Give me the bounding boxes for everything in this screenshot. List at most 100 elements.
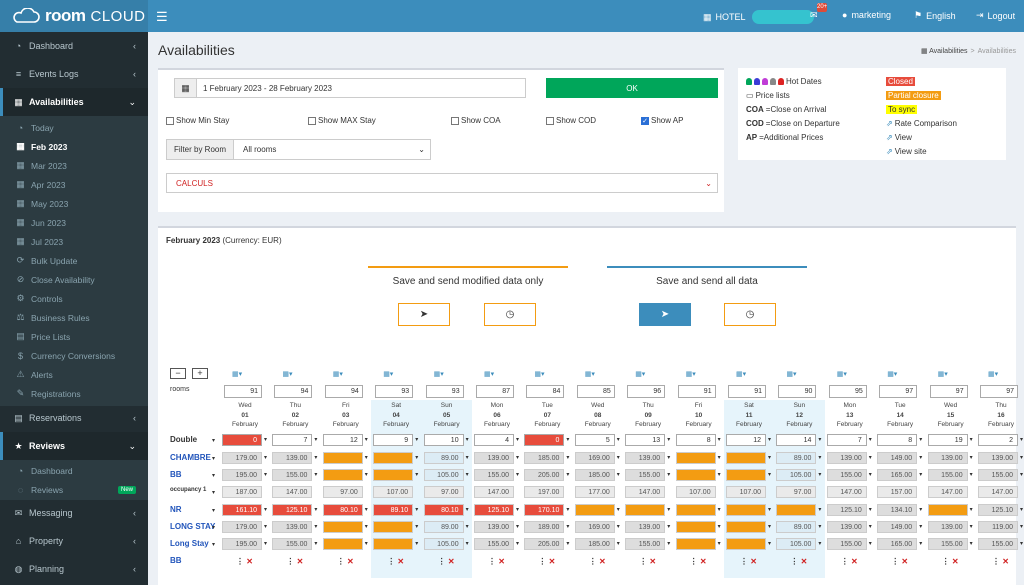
- caret-down-icon[interactable]: ▾: [667, 437, 671, 443]
- caret-down-icon[interactable]: ▾: [717, 437, 721, 443]
- price-cell[interactable]: 155.00: [826, 469, 867, 481]
- sidebar-toggle-icon[interactable]: ☰: [156, 9, 168, 24]
- caret-down-icon[interactable]: ▾: [566, 507, 570, 513]
- close-icon[interactable]: ✕: [344, 557, 354, 566]
- roomcloud-logo[interactable]: room CLOUD: [0, 0, 148, 32]
- caret-down-icon[interactable]: ▾: [516, 524, 520, 530]
- price-cell[interactable]: 189.00: [524, 521, 565, 533]
- price-cell[interactable]: 105.00: [776, 469, 817, 481]
- price-cell[interactable]: [675, 521, 716, 533]
- price-cell[interactable]: [322, 521, 363, 533]
- rooms-input[interactable]: 85: [576, 385, 615, 398]
- sidebar-sub-today[interactable]: ◔ Today: [0, 118, 148, 137]
- price-cell[interactable]: 169.00: [574, 452, 615, 464]
- calendar-icon[interactable]: ▦▾: [232, 371, 243, 378]
- rooms-input[interactable]: 97: [980, 385, 1018, 398]
- caret-down-icon[interactable]: ▾: [415, 541, 419, 547]
- logout-button[interactable]: ⇥ Logout: [976, 10, 1015, 21]
- caret-down-icon[interactable]: ▾: [415, 524, 419, 530]
- rate-dropdown-icon[interactable]: ▾: [212, 542, 216, 548]
- price-cell[interactable]: 139.00: [272, 521, 313, 533]
- breadcrumb-home[interactable]: Availabilities: [929, 48, 968, 55]
- caret-down-icon[interactable]: ▾: [364, 507, 368, 513]
- availability-cell[interactable]: 8: [675, 434, 716, 446]
- caret-down-icon[interactable]: ▾: [768, 541, 772, 547]
- view-link[interactable]: ⇗ View: [886, 133, 912, 142]
- calendar-icon[interactable]: ▦▾: [988, 371, 999, 378]
- price-cell[interactable]: [675, 469, 716, 481]
- price-cell[interactable]: [322, 469, 363, 481]
- price-cell[interactable]: 80.10: [423, 504, 464, 516]
- date-range-field[interactable]: ▦ 1 February 2023 - 28 February 2023: [174, 78, 526, 98]
- sidebar-sub-reviews[interactable]: ◌ Reviews New: [0, 480, 148, 499]
- price-cell[interactable]: 155.00: [474, 538, 514, 550]
- price-cell[interactable]: 155.00: [625, 469, 666, 481]
- more-icon[interactable]: ⋮: [689, 557, 698, 566]
- availability-cell[interactable]: 0: [222, 434, 262, 446]
- sidebar-sub-bulk-update[interactable]: ⟳ Bulk Update: [0, 251, 148, 270]
- rooms-input[interactable]: 90: [778, 385, 817, 398]
- caret-down-icon[interactable]: ▾: [1020, 472, 1024, 478]
- caret-down-icon[interactable]: ▾: [264, 507, 268, 513]
- price-cell[interactable]: 139.00: [625, 452, 666, 464]
- caret-down-icon[interactable]: ▾: [919, 507, 923, 513]
- caret-down-icon[interactable]: ▾: [264, 437, 268, 443]
- collapse-button[interactable]: −: [170, 368, 186, 379]
- price-cell[interactable]: 185.00: [574, 538, 615, 550]
- caret-down-icon[interactable]: ▾: [768, 507, 772, 513]
- caret-down-icon[interactable]: ▾: [768, 524, 772, 530]
- caret-down-icon[interactable]: ▾: [364, 437, 368, 443]
- sidebar-item-property[interactable]: ⌂ Property ‹: [0, 527, 148, 555]
- send-modified-button[interactable]: ➤: [398, 303, 450, 326]
- price-cell[interactable]: 107.00: [373, 486, 414, 498]
- close-icon[interactable]: ✕: [697, 557, 707, 566]
- more-icon[interactable]: ⋮: [488, 557, 496, 566]
- close-icon[interactable]: ✕: [647, 557, 657, 566]
- rooms-input[interactable]: 91: [224, 385, 262, 398]
- availability-cell[interactable]: 4: [474, 434, 514, 446]
- close-icon[interactable]: ✕: [899, 557, 909, 566]
- close-icon[interactable]: ✕: [748, 557, 757, 566]
- price-cell[interactable]: 205.00: [524, 469, 565, 481]
- room-dropdown-icon[interactable]: ▾: [212, 438, 216, 444]
- sidebar-sub-mar-2023[interactable]: ▦ Mar 2023: [0, 156, 148, 175]
- rooms-input[interactable]: 93: [375, 385, 414, 398]
- language-menu[interactable]: ⚑ English: [914, 10, 956, 21]
- price-cell[interactable]: [726, 504, 766, 516]
- price-cell[interactable]: [726, 452, 766, 464]
- availability-cell[interactable]: 2: [978, 434, 1018, 446]
- checkbox-box[interactable]: [308, 116, 316, 125]
- close-icon[interactable]: ✕: [445, 557, 455, 566]
- price-cell[interactable]: 97.00: [423, 486, 464, 498]
- price-cell[interactable]: 119.00: [978, 521, 1018, 533]
- sidebar-sub-price-lists[interactable]: ▤ Price Lists: [0, 327, 148, 346]
- rate-dropdown-icon[interactable]: ▾: [212, 473, 216, 479]
- calculs-select[interactable]: CALCULS ⌄: [166, 173, 718, 193]
- calendar-icon[interactable]: ▦▾: [635, 371, 646, 378]
- caret-down-icon[interactable]: ▾: [919, 524, 923, 530]
- price-cell[interactable]: 147.00: [826, 486, 867, 498]
- availability-cell[interactable]: 9: [373, 434, 414, 446]
- price-cell[interactable]: 139.00: [474, 452, 514, 464]
- rate-dropdown-icon[interactable]: ▾: [212, 490, 216, 496]
- checkbox-checked[interactable]: ✓: [641, 116, 649, 125]
- sidebar-sub-reviews-dashboard[interactable]: ◔ Dashboard: [0, 461, 148, 480]
- caret-down-icon[interactable]: ▾: [364, 541, 368, 547]
- calendar-icon[interactable]: ▦▾: [736, 371, 747, 378]
- price-cell[interactable]: [322, 452, 363, 464]
- more-icon[interactable]: ⋮: [387, 557, 396, 566]
- close-icon[interactable]: ✕: [798, 557, 808, 566]
- calendar-icon[interactable]: ▦▾: [282, 371, 293, 378]
- rooms-input[interactable]: 87: [476, 385, 514, 398]
- caret-down-icon[interactable]: ▾: [465, 507, 469, 513]
- sidebar-sub-apr-2023[interactable]: ▦ Apr 2023: [0, 175, 148, 194]
- caret-down-icon[interactable]: ▾: [616, 524, 620, 530]
- caret-down-icon[interactable]: ▾: [516, 472, 520, 478]
- caret-down-icon[interactable]: ▾: [314, 455, 318, 461]
- price-cell[interactable]: 185.00: [574, 469, 615, 481]
- expand-button[interactable]: +: [192, 368, 208, 379]
- calendar-icon[interactable]: ▦▾: [836, 371, 847, 378]
- schedule-all-button[interactable]: ◷: [724, 303, 776, 326]
- caret-down-icon[interactable]: ▾: [566, 541, 570, 547]
- rooms-input[interactable]: 91: [728, 385, 766, 398]
